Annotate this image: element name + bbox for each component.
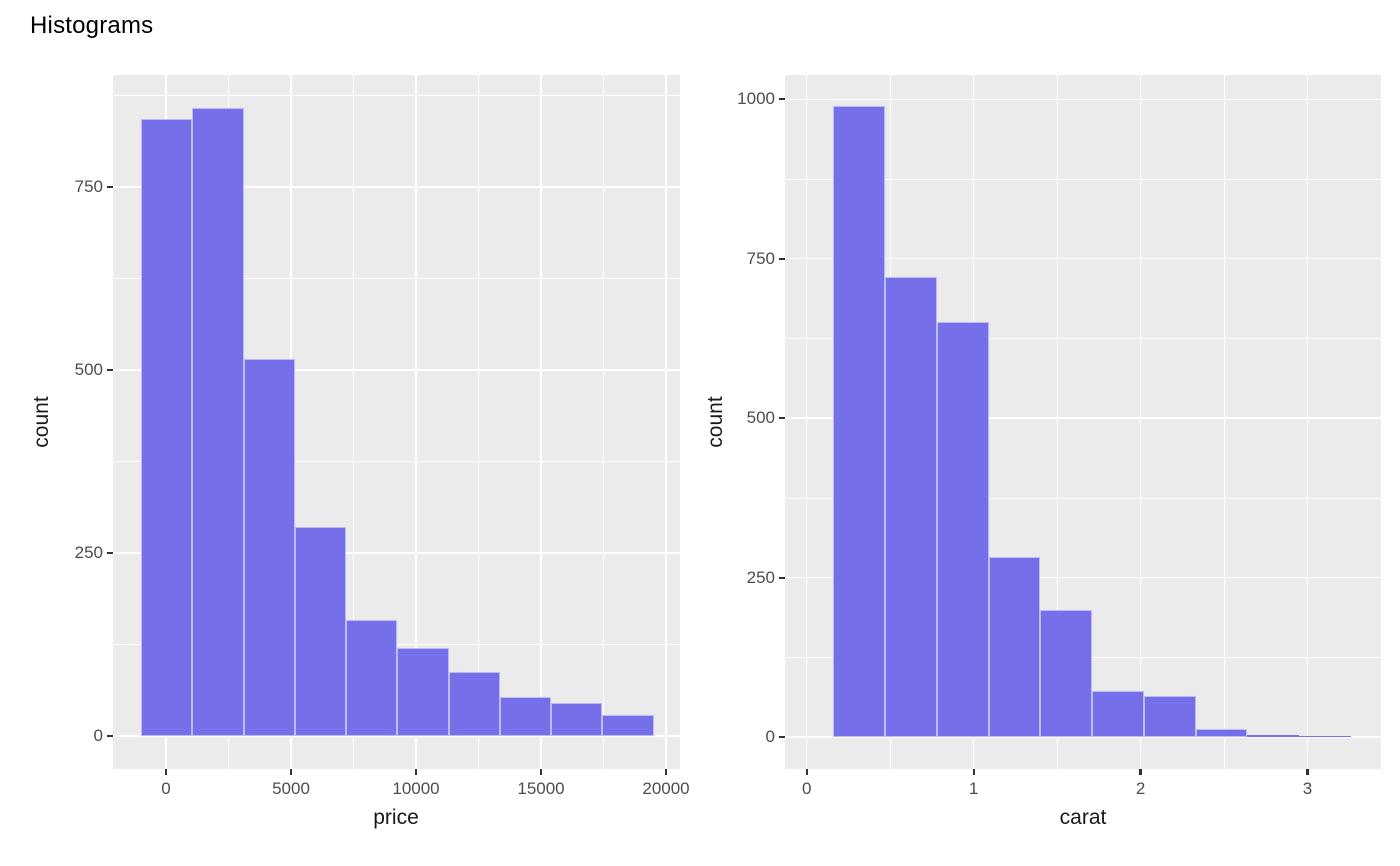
histogram-bar bbox=[1092, 691, 1144, 738]
gridline-minor-x bbox=[478, 75, 479, 769]
gridline-major-x bbox=[1139, 75, 1142, 769]
gridline-minor-y bbox=[785, 178, 1381, 180]
histogram-bar bbox=[885, 277, 937, 738]
histogram-bar bbox=[936, 322, 989, 738]
x-tick-mark bbox=[664, 769, 668, 775]
y-tick-mark bbox=[107, 368, 113, 372]
histogram-bar bbox=[833, 105, 886, 738]
gridline-major-y bbox=[785, 417, 1381, 419]
x-tick-label: 5000 bbox=[272, 779, 310, 798]
gridline-major-y bbox=[113, 186, 680, 188]
histogram-bar bbox=[397, 648, 449, 737]
gridline-minor-y bbox=[785, 338, 1381, 339]
y-tick-label: 750 bbox=[746, 248, 775, 268]
plot-title: Histograms bbox=[30, 12, 154, 39]
gridline-minor-x bbox=[1056, 75, 1058, 769]
histogram-bar bbox=[294, 527, 346, 737]
histogram-bar bbox=[551, 703, 603, 737]
y-tick-label: 750 bbox=[74, 177, 103, 196]
x-tick-mark bbox=[414, 769, 418, 775]
y-tick-label: 1000 bbox=[737, 89, 775, 109]
gridline-major-x bbox=[665, 75, 667, 769]
y-tick-label: 250 bbox=[74, 543, 103, 563]
gridline-major-y bbox=[785, 576, 1381, 579]
histogram-bar bbox=[1040, 609, 1093, 738]
x-tick-label: 20000 bbox=[642, 779, 690, 798]
gridline-minor-y bbox=[113, 278, 680, 279]
y-tick-mark bbox=[779, 417, 785, 420]
x-tick-mark bbox=[289, 769, 293, 775]
y-tick-mark bbox=[779, 257, 785, 260]
x-tick-mark bbox=[1139, 769, 1142, 775]
x-tick-mark bbox=[972, 769, 975, 775]
gridline-minor-x bbox=[1223, 75, 1225, 769]
histogram-bar bbox=[346, 620, 398, 737]
x-tick-label: 3 bbox=[1302, 779, 1313, 798]
histogram-bar bbox=[988, 556, 1041, 738]
gridline-minor-x bbox=[353, 75, 354, 769]
x-tick-label: 1 bbox=[968, 779, 979, 798]
gridline-major-y bbox=[113, 552, 680, 554]
gridline-minor-x bbox=[603, 75, 604, 769]
x-tick-label: 2 bbox=[1135, 779, 1146, 798]
x-tick-label: 0 bbox=[161, 779, 171, 798]
gridline-minor-y bbox=[785, 497, 1381, 499]
y-tick-label: 500 bbox=[746, 408, 775, 428]
gridline-minor-y bbox=[113, 95, 680, 96]
histogram-bar bbox=[192, 107, 244, 737]
histogram-bar bbox=[448, 672, 500, 737]
histogram-bar bbox=[1299, 735, 1351, 738]
y-tick-label: 0 bbox=[93, 726, 103, 746]
x-tick-label: 15000 bbox=[517, 779, 565, 798]
y-tick-label: 500 bbox=[74, 360, 103, 380]
gridline-minor-y bbox=[113, 461, 680, 462]
gridline-major-x bbox=[1306, 75, 1309, 769]
y-axis-title-count-right: count bbox=[704, 396, 727, 448]
histogram-bar bbox=[141, 118, 193, 737]
gridline-major-y bbox=[785, 258, 1381, 260]
y-tick-mark bbox=[779, 576, 785, 579]
y-tick-mark bbox=[107, 185, 113, 189]
y-tick-mark bbox=[107, 734, 113, 738]
x-tick-label: 10000 bbox=[392, 779, 440, 798]
y-tick-mark bbox=[107, 551, 113, 555]
gridline-major-x bbox=[806, 75, 808, 769]
gridline-major-x bbox=[540, 75, 542, 769]
x-axis-title-carat: carat bbox=[1059, 806, 1107, 829]
gridline-major-y bbox=[785, 736, 1381, 738]
y-axis-title-count-left: count bbox=[30, 396, 53, 448]
y-tick-mark bbox=[779, 98, 785, 101]
y-tick-mark bbox=[779, 736, 785, 739]
x-tick-mark bbox=[1306, 769, 1309, 775]
x-tick-mark bbox=[805, 769, 808, 775]
y-tick-label: 250 bbox=[746, 567, 775, 587]
histogram-bar bbox=[499, 697, 551, 737]
histogram-bar bbox=[1247, 735, 1300, 738]
histogram-bar bbox=[1195, 728, 1248, 738]
histogram-bar bbox=[1143, 696, 1196, 738]
x-tick-mark bbox=[164, 769, 168, 775]
gridline-major-y bbox=[113, 369, 680, 371]
x-tick-label: 0 bbox=[801, 779, 812, 798]
x-axis-title-price: price bbox=[373, 806, 419, 829]
y-tick-label: 0 bbox=[765, 727, 775, 747]
histogram-bar bbox=[243, 359, 295, 737]
gridline-major-y bbox=[785, 98, 1381, 100]
histogram-bar bbox=[602, 714, 654, 737]
gridline-major-x bbox=[415, 75, 417, 769]
gridline-major-y bbox=[113, 735, 680, 737]
x-tick-mark bbox=[539, 769, 543, 775]
